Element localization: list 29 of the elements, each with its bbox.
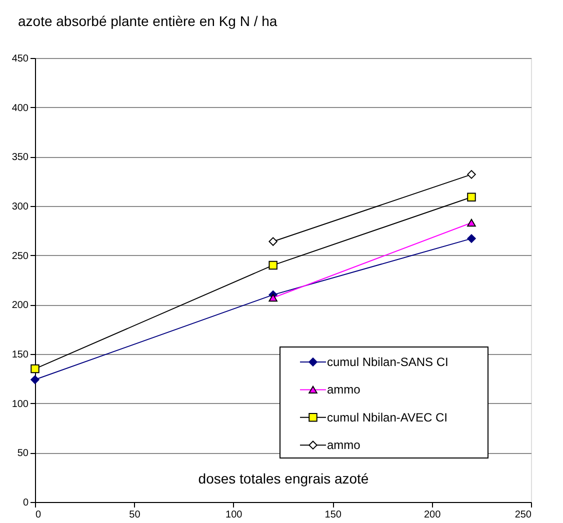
y-tick-label: 300: [12, 202, 29, 212]
legend-label: ammo: [327, 438, 361, 452]
legend-label: cumul Nbilan-SANS CI: [327, 355, 448, 369]
x-tick-label: 250: [514, 510, 532, 520]
y-tick-label: 200: [12, 300, 29, 312]
legend-label: ammo: [327, 382, 361, 397]
y-tick-label: 150: [12, 350, 29, 360]
point: [268, 260, 278, 270]
x-tick-label: 0: [36, 510, 42, 520]
point: [30, 364, 40, 374]
point: [268, 237, 278, 246]
point: [30, 375, 40, 384]
x-axis-title: doses totales engrais azoté: [198, 470, 369, 486]
chart-title: azote absorbé plante entière en Kg N / ha: [18, 13, 278, 29]
y-tick-label: 50: [17, 448, 29, 460]
point: [467, 170, 476, 179]
x-tick-label: 200: [424, 510, 442, 520]
y-tick-label: 100: [12, 398, 29, 410]
y-tick-label: 250: [12, 250, 29, 262]
x-tick-label: 100: [226, 510, 243, 520]
legend-label: cumul Nbilan-AVEC CI: [327, 410, 448, 424]
x-tick-label: 50: [129, 510, 141, 520]
point: [467, 192, 476, 202]
point: [467, 234, 476, 243]
x-tick-label: 150: [324, 510, 342, 520]
y-tick-label: 350: [12, 152, 29, 164]
y-tick-label: 0: [22, 498, 29, 508]
y-tick-label: 400: [12, 102, 29, 114]
y-tick-label: 450: [12, 54, 29, 64]
